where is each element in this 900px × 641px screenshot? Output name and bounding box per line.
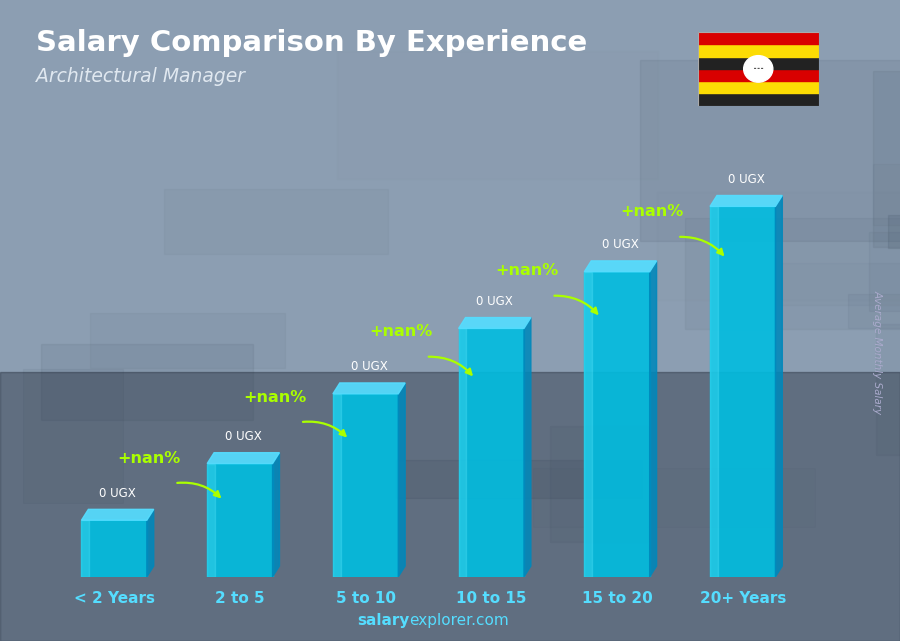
Text: 0 UGX: 0 UGX [351, 360, 387, 373]
Polygon shape [584, 261, 657, 272]
Text: +nan%: +nan% [369, 324, 432, 339]
Text: 0 UGX: 0 UGX [225, 430, 262, 443]
Bar [459, 328, 466, 577]
Bar [82, 520, 89, 577]
Bar [873, 163, 900, 225]
Bar [868, 232, 900, 312]
Bar [459, 328, 524, 577]
Polygon shape [776, 196, 782, 577]
Bar [710, 206, 718, 577]
Bar [207, 463, 215, 577]
Bar [90, 313, 285, 368]
Bar [640, 60, 900, 241]
Polygon shape [459, 317, 531, 328]
Text: 0 UGX: 0 UGX [476, 295, 513, 308]
Bar [164, 189, 388, 254]
Text: Architectural Manager: Architectural Manager [36, 67, 245, 87]
Bar [698, 32, 819, 44]
Text: 0 UGX: 0 UGX [602, 238, 639, 251]
Bar [657, 192, 900, 299]
Polygon shape [650, 261, 657, 577]
Bar [82, 520, 147, 577]
Polygon shape [710, 196, 782, 206]
Polygon shape [273, 453, 280, 577]
Polygon shape [399, 383, 405, 577]
Polygon shape [207, 453, 280, 463]
Text: 0 UGX: 0 UGX [99, 487, 136, 500]
Bar [698, 44, 819, 56]
Bar [584, 272, 592, 577]
Bar [551, 426, 648, 542]
Text: explorer.com: explorer.com [410, 613, 509, 628]
Bar [22, 369, 122, 503]
Bar [396, 460, 642, 498]
Bar [848, 294, 900, 328]
Bar [333, 394, 399, 577]
Bar [338, 51, 658, 179]
Bar [873, 71, 900, 247]
Bar [777, 263, 900, 305]
Text: 𝌀: 𝌀 [752, 62, 764, 74]
Text: +nan%: +nan% [118, 451, 181, 466]
Polygon shape [333, 383, 405, 394]
Text: +nan%: +nan% [495, 263, 558, 278]
Circle shape [743, 56, 773, 82]
Bar [877, 324, 900, 455]
Bar [698, 56, 819, 69]
Bar [685, 218, 900, 329]
Bar [40, 344, 253, 420]
Bar [710, 206, 776, 577]
Polygon shape [147, 510, 154, 577]
Text: Salary Comparison By Experience: Salary Comparison By Experience [36, 29, 587, 57]
Text: Average Monthly Salary: Average Monthly Salary [872, 290, 883, 415]
Bar [698, 69, 819, 81]
Polygon shape [524, 317, 531, 577]
Bar [0, 372, 900, 641]
Bar [584, 272, 650, 577]
Text: +nan%: +nan% [621, 204, 684, 219]
Text: +nan%: +nan% [243, 390, 307, 404]
Text: 0 UGX: 0 UGX [728, 173, 764, 186]
Bar [533, 467, 814, 527]
Bar [207, 463, 273, 577]
Bar [888, 215, 900, 248]
Bar [698, 94, 819, 106]
Polygon shape [82, 510, 154, 520]
Bar [698, 81, 819, 94]
Text: salary: salary [357, 613, 410, 628]
Bar [333, 394, 341, 577]
